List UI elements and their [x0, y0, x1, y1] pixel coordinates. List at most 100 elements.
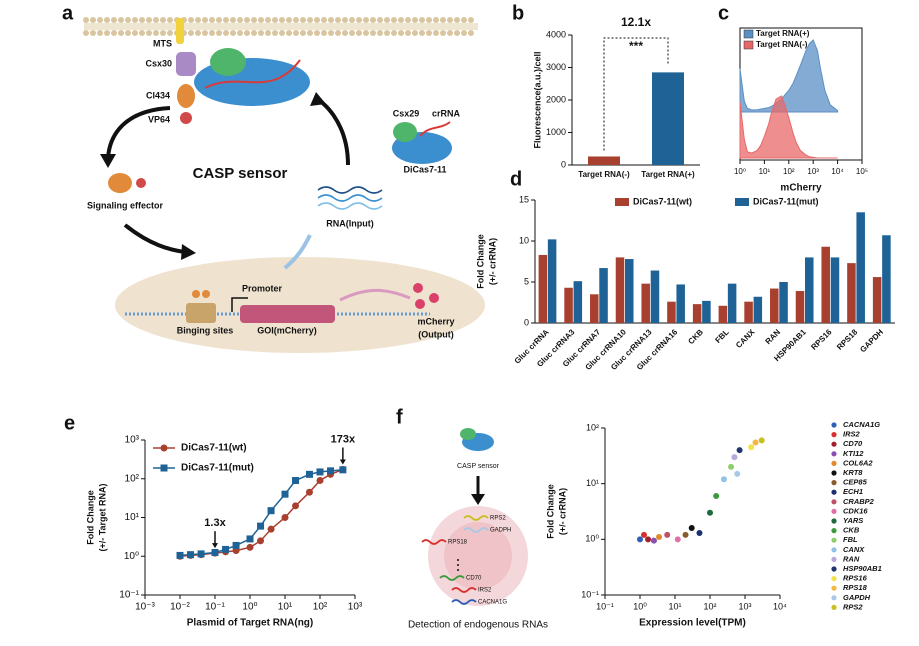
legend-swatch	[743, 40, 754, 50]
diagram-center: CASP sensor	[193, 165, 288, 182]
legend-label: KTI12	[843, 449, 864, 458]
y-axis-label: Fold Change	[545, 484, 555, 539]
diagram-label: (Output)	[418, 329, 453, 339]
legend-label: Target RNA(+)	[756, 29, 810, 38]
legend-swatch	[743, 29, 754, 39]
x-axis-label: Plasmid of Target RNA(ng)	[187, 618, 313, 629]
legend-label: DiCas7-11(mut)	[753, 196, 819, 206]
marker	[316, 468, 324, 476]
bar	[882, 235, 891, 323]
csx30	[176, 52, 196, 76]
histogram	[739, 39, 839, 113]
legend-marker	[160, 444, 168, 452]
membrane-head	[412, 30, 418, 36]
point	[640, 531, 647, 538]
arrow-head	[310, 92, 326, 106]
bar	[590, 294, 599, 323]
membrane-head	[83, 30, 89, 36]
point	[682, 531, 689, 538]
csx29-a	[210, 48, 246, 76]
membrane-head	[314, 17, 320, 23]
point	[758, 437, 765, 444]
legend-label: CD70	[843, 439, 863, 448]
bar	[615, 257, 625, 323]
point	[664, 531, 671, 538]
membrane-head	[230, 30, 236, 36]
bar	[625, 259, 634, 323]
membrane-head	[321, 30, 327, 36]
y-tick-label: 10²	[586, 422, 599, 432]
membrane-head	[300, 17, 306, 23]
rna-wave	[317, 202, 383, 210]
membrane-head	[440, 30, 446, 36]
binding-dot	[202, 290, 210, 298]
membrane-head	[160, 17, 166, 23]
diagram-label: RNA(Input)	[326, 218, 373, 228]
legend-label: RAN	[843, 554, 860, 563]
membrane-head	[146, 30, 152, 36]
promoter-arrow	[231, 297, 248, 312]
mcherry-dot	[415, 299, 425, 309]
bar	[652, 72, 684, 165]
legend-label: KRT8	[843, 468, 863, 477]
x-tick-label: 10⁵	[856, 167, 868, 176]
legend-label: ECH1	[843, 487, 863, 496]
y-tick-label: 10⁰	[124, 551, 139, 562]
legend-marker	[831, 451, 837, 457]
y-axis-label: (+/- crRNA)	[487, 238, 497, 285]
membrane-head	[363, 30, 369, 36]
membrane-head	[454, 30, 460, 36]
y-axis-label: Fold Change	[475, 234, 485, 289]
membrane-head	[251, 17, 257, 23]
marker	[316, 477, 324, 485]
gene-wave	[463, 515, 489, 521]
membrane-head	[370, 17, 376, 23]
bracket	[603, 37, 669, 151]
legend-marker	[831, 518, 837, 524]
membrane-head	[209, 30, 215, 36]
panel-label: d	[510, 168, 522, 190]
bar	[856, 212, 865, 323]
marker	[246, 535, 254, 543]
membrane-head	[426, 30, 432, 36]
point	[720, 476, 727, 483]
membrane-head	[265, 30, 271, 36]
legend-marker	[831, 422, 837, 428]
membrane-head	[321, 17, 327, 23]
annotation-arrow-head	[339, 459, 346, 465]
gene-wave	[451, 599, 477, 605]
membrane-head	[356, 30, 362, 36]
membrane-head	[377, 17, 383, 23]
marker	[257, 537, 265, 545]
membrane-head	[342, 30, 348, 36]
bar	[805, 257, 814, 323]
membrane-head	[447, 30, 453, 36]
legend-marker	[831, 441, 837, 447]
sensor-label: CASP sensor	[457, 463, 500, 470]
x-tick-label: 10⁻¹	[596, 601, 614, 611]
effector-tail	[136, 178, 146, 188]
ci434	[177, 84, 195, 108]
ellipsis-dot	[457, 559, 459, 561]
membrane-head	[90, 17, 96, 23]
panel-label: b	[512, 2, 524, 24]
x-tick-label: 10⁴	[773, 601, 787, 611]
point	[713, 493, 720, 500]
y-tick-label: 1000	[546, 127, 566, 137]
membrane-head	[139, 17, 145, 23]
marker	[327, 467, 335, 475]
diagram-label: VP64	[148, 114, 170, 124]
gene-label: CACNA1G	[478, 600, 507, 606]
membrane-head	[244, 30, 250, 36]
point	[707, 509, 713, 516]
diagram-label: DiCas7-11	[403, 164, 446, 174]
membrane-head	[384, 30, 390, 36]
legend-label: CEP85	[843, 478, 868, 487]
membrane-head	[426, 17, 432, 23]
legend-label: IRS2	[843, 430, 861, 439]
membrane-head	[307, 30, 313, 36]
membrane-head	[335, 17, 341, 23]
membrane-head	[328, 17, 334, 23]
membrane-head	[83, 17, 89, 23]
